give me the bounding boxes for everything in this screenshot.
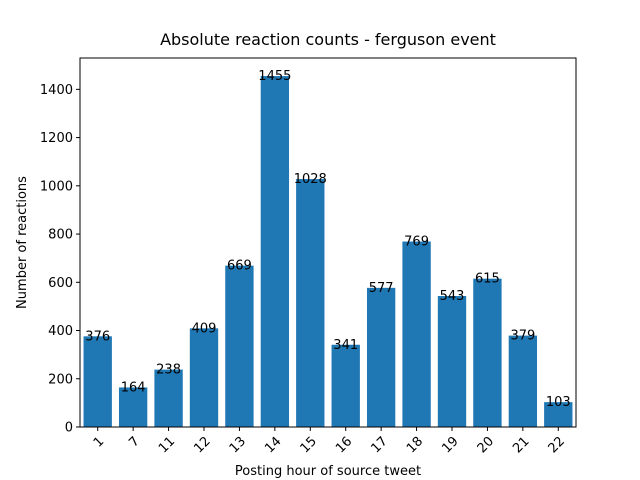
x-tick-label: 21 xyxy=(510,434,532,456)
x-tick-label: 22 xyxy=(546,434,568,456)
x-tick-label: 14 xyxy=(262,434,284,456)
y-tick-label: 800 xyxy=(48,228,73,243)
bar-15 xyxy=(296,179,325,427)
x-tick-label: 13 xyxy=(227,434,249,456)
bar-value-label: 1455 xyxy=(258,69,291,84)
x-tick-label: 12 xyxy=(191,434,213,456)
bar-7 xyxy=(118,387,148,427)
bar-value-label: 615 xyxy=(475,272,500,287)
plot-frame xyxy=(79,57,577,428)
bar-value-label: 341 xyxy=(333,338,358,353)
chart-title: Absolute reaction counts - ferguson even… xyxy=(160,30,496,49)
x-tick-label: 20 xyxy=(475,434,497,456)
bar-value-label: 577 xyxy=(369,281,394,296)
y-tick-label: 0 xyxy=(65,421,73,436)
bar-value-label: 1028 xyxy=(294,172,327,187)
bar-21 xyxy=(508,335,538,427)
y-axis: 0 200 400 600 800 1000 1200 1400 xyxy=(40,83,80,436)
x-tick-label: 7 xyxy=(126,434,142,450)
bar-22 xyxy=(544,402,573,427)
x-tick-label: 18 xyxy=(404,434,426,456)
y-tick-label: 600 xyxy=(48,276,73,291)
x-tick-label: 17 xyxy=(368,434,390,456)
bar-value-label: 238 xyxy=(156,363,181,378)
x-axis: 1 7 11 12 13 14 15 16 17 18 19 20 21 22 xyxy=(91,427,568,456)
bars-group: 376 164 238 409 669 1455 1028 341 577 769 543 615 37… xyxy=(83,69,573,428)
x-tick-label: 15 xyxy=(298,434,320,456)
bar-13 xyxy=(225,265,254,427)
bar-value-label: 103 xyxy=(546,395,571,410)
y-axis-label: Number of reactions xyxy=(15,176,30,309)
bar-value-label: 669 xyxy=(227,259,252,274)
bar-11 xyxy=(154,369,183,427)
y-tick-label: 1000 xyxy=(40,179,73,194)
y-tick-label: 200 xyxy=(48,372,73,387)
y-tick-label: 1400 xyxy=(40,83,73,98)
bar-18 xyxy=(402,241,431,427)
y-tick-label: 400 xyxy=(48,324,73,339)
x-axis-label: Posting hour of source tweet xyxy=(235,464,421,479)
bar-value-label: 376 xyxy=(85,329,110,344)
x-tick-label: 16 xyxy=(333,434,355,456)
bar-1 xyxy=(83,336,112,427)
bar-value-label: 409 xyxy=(192,321,217,336)
bar-value-label: 769 xyxy=(404,235,429,250)
x-tick-label: 11 xyxy=(156,434,178,456)
x-tick-label: 1 xyxy=(91,434,107,450)
bar-14 xyxy=(260,76,290,428)
bar-17 xyxy=(366,287,396,427)
bar-12 xyxy=(189,328,219,427)
y-tick-label: 1200 xyxy=(40,131,73,146)
bar-19 xyxy=(437,296,467,427)
bar-value-label: 164 xyxy=(121,380,146,395)
bar-value-label: 379 xyxy=(510,329,535,344)
bar-20 xyxy=(473,278,502,427)
bar-16 xyxy=(331,344,360,427)
bar-value-label: 543 xyxy=(440,289,465,304)
x-tick-label: 19 xyxy=(439,434,461,456)
